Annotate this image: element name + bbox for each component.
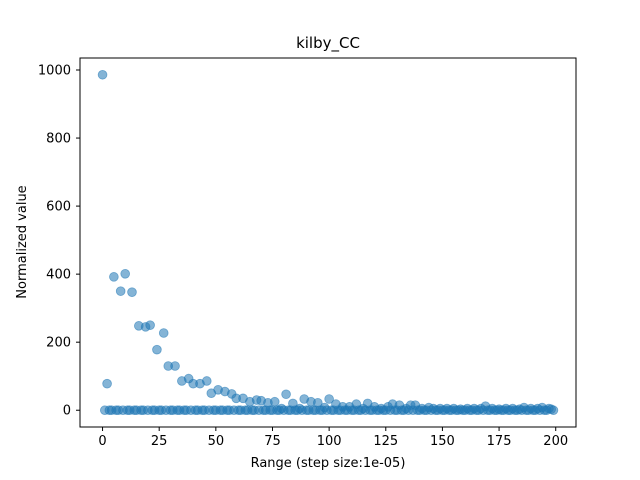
chart-title: kilby_CC [296, 34, 360, 53]
data-point [102, 378, 112, 389]
data-point [152, 344, 162, 355]
data-point [115, 286, 126, 296]
x-tick-label: 125 [373, 434, 398, 449]
data-point [269, 396, 280, 407]
x-tick-label: 100 [317, 434, 342, 449]
data-point [158, 328, 169, 338]
axes: 0 25 50 75 100 125 150 175 200 0 200 400 600 800 1000 [38, 57, 577, 449]
y-axis-label: Normalized value [15, 185, 30, 298]
y-tick-label: 800 [46, 132, 71, 147]
data-point [109, 272, 119, 282]
y-tick-label: 400 [46, 268, 71, 283]
x-tick-label: 0 [98, 434, 106, 449]
x-tick-label: 75 [264, 434, 281, 449]
y-tick-label: 200 [46, 336, 71, 351]
data-point [170, 361, 180, 371]
data-point [324, 394, 334, 404]
x-tick-label: 50 [208, 434, 225, 449]
x-tick-label: 150 [430, 434, 455, 449]
x-axis-label: Range (step size:1e-05) [251, 456, 406, 471]
x-tick-label: 200 [543, 434, 568, 449]
data-point [548, 405, 559, 416]
data-point [120, 268, 130, 279]
y-tick-label: 1000 [38, 64, 71, 79]
plot-frame [79, 57, 577, 428]
x-tick-label: 175 [487, 434, 512, 449]
data-point [281, 389, 291, 400]
data-points [97, 69, 559, 416]
data-point [127, 287, 137, 297]
data-point [145, 320, 155, 330]
data-point [97, 69, 108, 80]
data-point [201, 376, 212, 386]
x-tick-label: 25 [151, 434, 168, 449]
y-tick-label: 0 [63, 404, 71, 419]
y-tick-label: 600 [46, 200, 71, 215]
